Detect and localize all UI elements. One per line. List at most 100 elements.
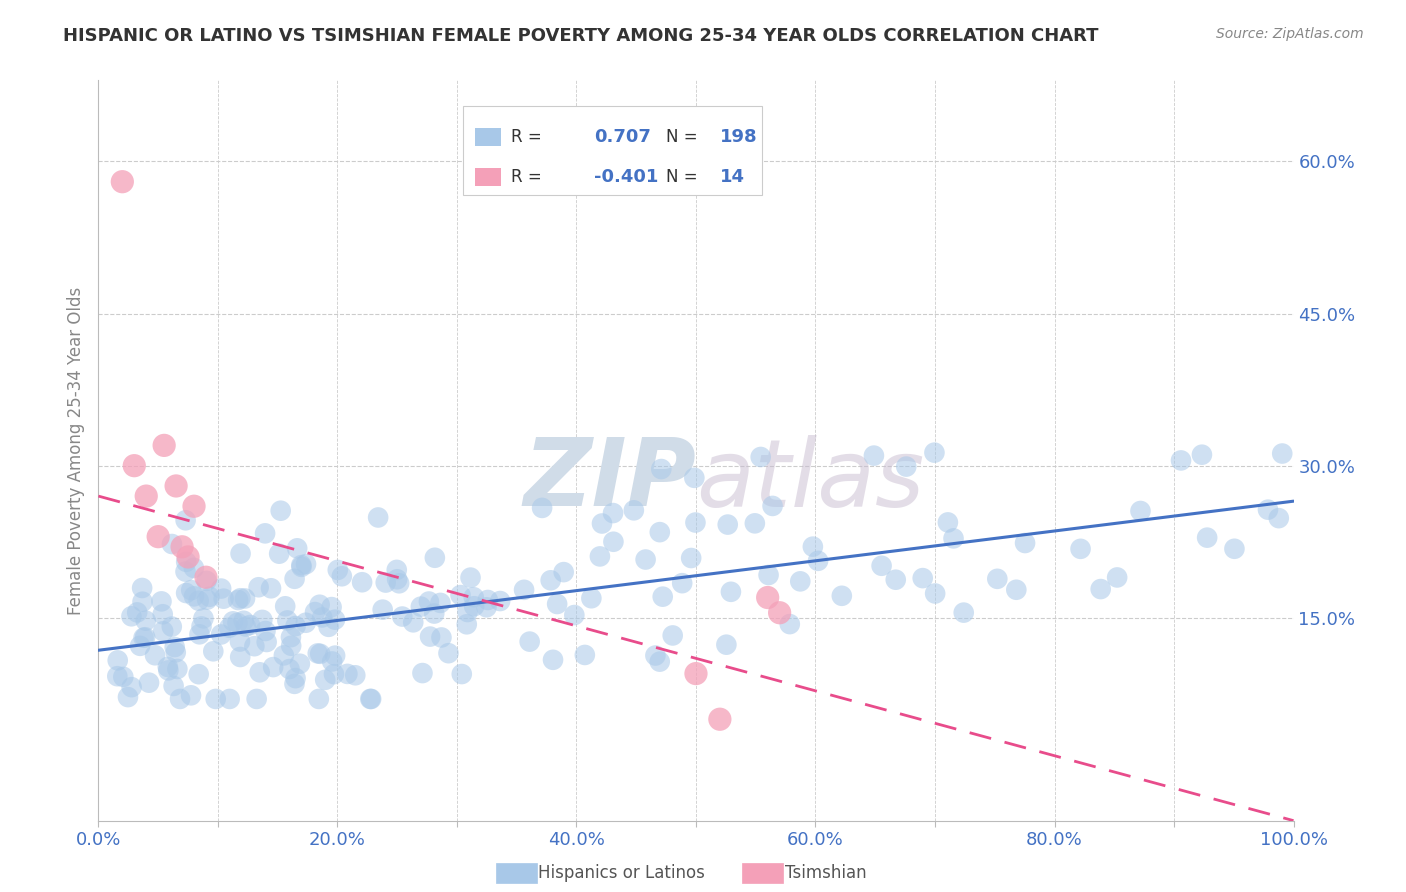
Point [295,557,318,571]
Point [936,516,959,530]
Point [304,605,326,619]
Point [321,600,343,615]
Point [321,655,343,669]
Point [209,582,232,596]
Point [150,594,173,608]
Point [249,665,271,680]
Point [429,596,451,610]
Text: Tsimshian: Tsimshian [785,864,866,882]
Point [120,609,142,624]
Point [262,660,284,674]
Text: N =: N = [666,169,697,186]
FancyBboxPatch shape [463,106,762,195]
Point [648,525,671,540]
Point [513,582,536,597]
Point [323,667,346,681]
Point [602,534,624,549]
Point [226,593,249,607]
Point [229,650,252,665]
Point [187,593,209,607]
Point [336,666,359,681]
Point [143,648,166,663]
Point [430,631,453,645]
Point [330,569,353,583]
Point [174,586,197,600]
Point [247,580,270,594]
Point [229,547,252,561]
Point [489,594,512,608]
Point [717,517,740,532]
Point [308,692,330,706]
Point [280,630,302,644]
Text: 0.707: 0.707 [595,128,651,146]
Text: ZIP: ZIP [523,434,696,526]
Point [371,602,394,616]
Point [285,541,308,556]
Point [1268,511,1291,525]
Point [789,574,811,589]
Point [169,692,191,706]
Point [581,591,603,606]
Point [318,620,340,634]
Point [391,609,413,624]
Point [107,653,129,667]
Point [160,619,183,633]
Point [209,627,232,641]
Point [148,530,170,544]
Point [456,617,478,632]
Point [131,581,153,595]
Point [744,516,766,531]
Point [235,619,257,633]
Point [709,712,731,726]
Point [260,581,283,595]
Point [344,668,367,682]
Point [193,611,215,625]
Point [254,526,277,541]
Point [1170,453,1192,467]
Text: Source: ZipAtlas.com: Source: ZipAtlas.com [1216,27,1364,41]
Point [172,540,194,554]
Point [309,647,332,661]
Point [284,619,307,633]
Point [541,653,564,667]
Point [283,677,305,691]
Point [326,563,349,577]
Point [195,592,218,607]
Point [269,547,291,561]
Point [463,591,485,605]
Point [135,614,157,628]
Point [311,610,333,624]
Point [385,563,408,577]
Point [831,589,853,603]
Point [651,590,673,604]
Point [1197,531,1219,545]
Point [183,561,205,575]
Point [460,571,482,585]
Text: atlas: atlas [696,434,924,525]
Text: -0.401: -0.401 [595,169,659,186]
Point [195,570,218,584]
Point [911,571,934,585]
Point [807,554,830,568]
Text: R =: R = [510,169,541,186]
Point [280,639,302,653]
Point [450,588,472,602]
Point [195,574,218,588]
Point [165,645,187,659]
Point [288,657,311,671]
Point [183,590,205,604]
Point [374,575,396,590]
Point [671,576,693,591]
Point [243,639,266,653]
Point [574,648,596,662]
Point [290,558,312,573]
Point [152,624,174,639]
Point [308,598,330,612]
Point [589,549,612,564]
Point [986,572,1008,586]
Point [402,615,425,630]
Point [540,574,562,588]
Point [457,605,479,619]
Point [204,692,226,706]
Point [623,503,645,517]
